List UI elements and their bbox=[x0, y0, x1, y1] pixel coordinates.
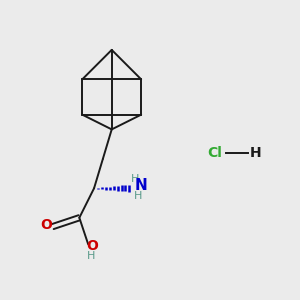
Text: O: O bbox=[40, 218, 52, 232]
Text: Cl: Cl bbox=[207, 146, 222, 160]
Text: H: H bbox=[87, 251, 95, 261]
Text: H: H bbox=[134, 190, 142, 201]
Text: O: O bbox=[86, 239, 98, 253]
Text: N: N bbox=[134, 178, 147, 193]
Text: H: H bbox=[131, 174, 140, 184]
Text: H: H bbox=[250, 146, 261, 160]
